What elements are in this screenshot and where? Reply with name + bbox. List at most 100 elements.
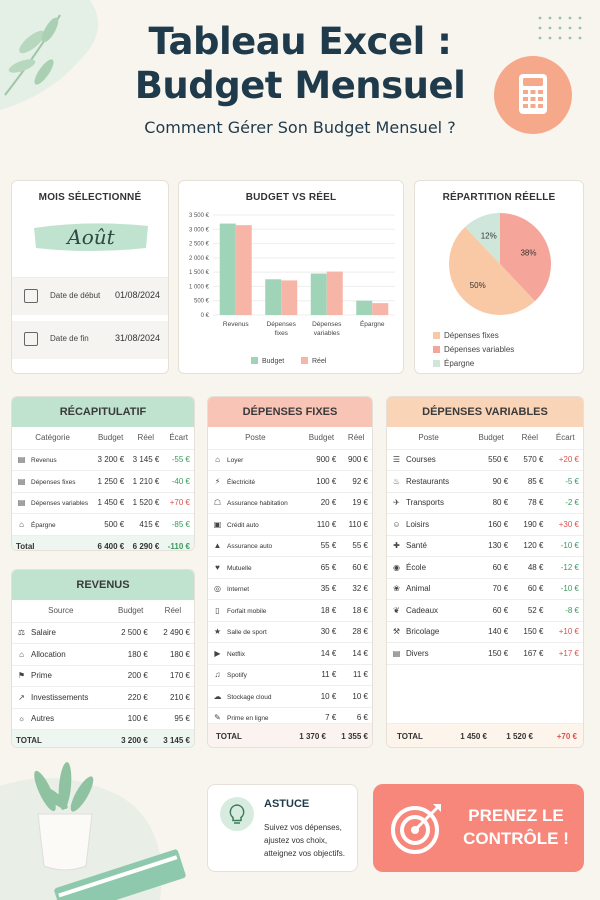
table-row[interactable]: ▯ Forfait mobile 18 €18 € xyxy=(208,599,372,622)
cell-reel: 78 € xyxy=(512,492,548,514)
table-row[interactable]: ♥ Mutuelle 65 €60 € xyxy=(208,556,372,579)
fixed-expenses-card: DÉPENSES FIXES Poste Budget Réel ⌂ Loyer 900… xyxy=(207,396,373,748)
row-icon: ⚖ xyxy=(17,628,26,638)
y-tick-label: 1 500 € xyxy=(189,270,210,276)
cell-reel: 110 € xyxy=(340,513,372,536)
table-row[interactable]: ☖ Assurance habitation 20 €19 € xyxy=(208,492,372,514)
table-row[interactable]: ⌂ Loyer 900 €900 € xyxy=(208,449,372,471)
cell-budget: 150 € xyxy=(470,642,513,665)
y-tick-label: 500 € xyxy=(194,299,210,305)
row-label: ☰ Courses xyxy=(387,449,471,471)
y-tick-label: 2 000 € xyxy=(189,256,210,262)
row-icon: ☺ xyxy=(392,519,401,529)
x-tick-label: fixes xyxy=(275,330,289,337)
column-header: Budget xyxy=(302,427,341,450)
table-row[interactable]: ▣ Crédit auto 110 €110 € xyxy=(208,513,372,536)
row-label: ◎ Internet xyxy=(208,578,303,600)
row-icon: ▤ xyxy=(17,455,26,465)
table-row[interactable]: ▤ Dépenses variables 1 450 €1 520 € +70 € xyxy=(12,492,194,514)
table-row[interactable]: ☁ Stockage cloud 10 €10 € xyxy=(208,685,372,708)
row-icon: ⌂ xyxy=(19,519,24,529)
table-row[interactable]: ⌂ Épargne 500 €415 € -85 € xyxy=(12,513,194,536)
row-icon: ◎ xyxy=(214,584,221,594)
table-row[interactable]: ▤ Revenus 3 200 €3 145 € -55 € xyxy=(12,449,194,471)
row-label: ↗ Investissements xyxy=(12,686,110,709)
variable-expenses-card: DÉPENSES VARIABLES Poste Budget Réel Écart … xyxy=(386,396,584,748)
cell-budget: 100 € xyxy=(109,708,152,730)
row-icon: ▶ xyxy=(214,648,221,658)
revenus-card: REVENUS Source Budget Réel ⚖ Salaire 2 500 €… xyxy=(11,569,195,748)
table-row[interactable]: ↗ Investissements 220 €210 € xyxy=(12,686,194,709)
row-icon: ◉ xyxy=(393,562,400,572)
month-card: MOIS SÉLECTIONNÉ Août Date de début 01/0… xyxy=(11,180,169,374)
row-label-text: Bricolage xyxy=(406,627,440,637)
pie-legend: Dépenses fixes Dépenses variables Épargne xyxy=(433,329,514,371)
cell-reel: 18 € xyxy=(340,599,372,622)
cell-reel: 1 520 € xyxy=(128,492,164,514)
cell-budget: 35 € xyxy=(302,578,341,600)
plant-decoration xyxy=(0,762,186,900)
fixed-expenses-title: DÉPENSES FIXES xyxy=(208,397,372,427)
cell-budget: 65 € xyxy=(302,556,341,579)
end-date-label: Date de fin xyxy=(50,334,89,343)
variable-expenses-total: TOTAL 1 450 € 1 520 € +70 € xyxy=(387,723,583,747)
total-reel: 1 355 € xyxy=(341,732,368,741)
legend-swatch xyxy=(301,357,308,364)
table-row[interactable]: ▤ Dépenses fixes 1 250 €1 210 € -40 € xyxy=(12,470,194,493)
table-row[interactable]: ☺ Loisirs 160 €190 € +30 € xyxy=(387,513,583,536)
table-row[interactable]: ❀ Animal 70 €60 € -10 € xyxy=(387,578,583,600)
cell-reel: 19 € xyxy=(340,492,372,514)
table-row[interactable]: ★ Salle de sport 30 €28 € xyxy=(208,621,372,643)
table-row[interactable]: ▲ Assurance auto 55 €55 € xyxy=(208,535,372,557)
table-row[interactable]: ✚ Santé 130 €120 € -10 € xyxy=(387,535,583,557)
start-date-value[interactable]: 01/08/2024 xyxy=(114,290,160,300)
row-label: ▤ Dépenses fixes xyxy=(12,470,94,493)
cell-reel: 900 € xyxy=(340,449,372,471)
row-label: ▣ Crédit auto xyxy=(208,513,303,536)
end-date-value[interactable]: 31/08/2024 xyxy=(114,333,160,343)
row-label-text: Mutuelle xyxy=(227,564,252,572)
table-row[interactable]: ▤ Divers 150 €167 € +17 € xyxy=(387,642,583,665)
tip-line3: atteignez vos objectifs. xyxy=(264,849,345,858)
row-label-text: Netflix xyxy=(227,650,246,658)
month-value[interactable]: Août xyxy=(67,225,115,249)
lightbulb-icon xyxy=(220,797,254,831)
table-row[interactable]: ⚖ Salaire 2 500 €2 490 € xyxy=(12,622,194,644)
table-row[interactable]: ☼ Autres 100 €95 € xyxy=(12,708,194,730)
row-icon: ▣ xyxy=(213,519,222,529)
row-label-text: Courses xyxy=(406,455,436,465)
table-row[interactable]: ❦ Cadeaux 60 €52 € -8 € xyxy=(387,599,583,622)
legend-label: Réel xyxy=(312,358,327,365)
cell-ecart: +20 € xyxy=(547,449,583,471)
legend-swatch xyxy=(433,346,440,354)
row-label: ✈ Transports xyxy=(387,492,471,514)
row-label: ♫ Spotify xyxy=(208,664,303,686)
table-row[interactable]: ⚒ Bricolage 140 €150 € +10 € xyxy=(387,621,583,643)
table-row[interactable]: ⚑ Prime 200 €170 € xyxy=(12,665,194,687)
table-row[interactable]: ✈ Transports 80 €78 € -2 € xyxy=(387,492,583,514)
row-label: ☼ Autres xyxy=(12,708,110,730)
cell-ecart: -12 € xyxy=(547,556,583,579)
row-label-text: Santé xyxy=(406,541,427,551)
row-label: ▤ Dépenses variables xyxy=(12,492,94,514)
table-row[interactable]: ♨ Restaurants 90 €85 € -5 € xyxy=(387,470,583,493)
table-row[interactable]: ▶ Netflix 14 €14 € xyxy=(208,642,372,665)
pie-value-label: 50% xyxy=(470,281,486,290)
table-row[interactable]: ☰ Courses 550 €570 € +20 € xyxy=(387,449,583,471)
pie-value-label: 12% xyxy=(481,232,497,241)
cta-banner[interactable]: PRENEZ LE CONTRÔLE ! xyxy=(373,784,584,872)
table-row[interactable]: ◎ Internet 35 €32 € xyxy=(208,578,372,600)
table-row[interactable]: ◉ École 60 €48 € -12 € xyxy=(387,556,583,579)
table-row[interactable]: ⚡ Électricité 100 €92 € xyxy=(208,470,372,493)
y-tick-label: 3 500 € xyxy=(189,213,210,219)
cell-budget: 1 250 € xyxy=(93,470,129,493)
column-header: Source xyxy=(12,600,110,623)
cell-ecart: +30 € xyxy=(547,513,583,536)
table-row[interactable]: ♫ Spotify 11 €11 € xyxy=(208,664,372,686)
table-row[interactable]: ⌂ Allocation 180 €180 € xyxy=(12,643,194,666)
row-icon: ✚ xyxy=(393,541,400,551)
start-date-label: Date de début xyxy=(50,291,101,300)
row-label-text: Épargne xyxy=(31,521,56,529)
row-label-text: Divers xyxy=(406,648,429,658)
row-label-text: Cadeaux xyxy=(406,605,439,615)
